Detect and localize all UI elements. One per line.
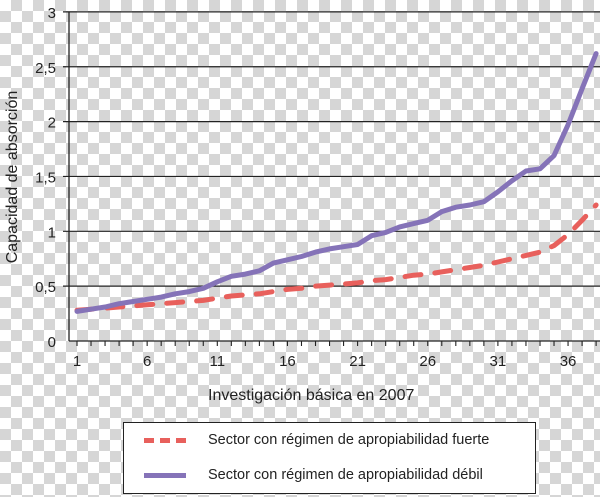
series-lines (74, 51, 599, 314)
x-axis-label: Investigación básica en 2007 (208, 387, 414, 404)
x-tick-label: 36 (560, 353, 577, 370)
y-tick-label: 0 (48, 334, 56, 351)
legend: Sector con régimen de apropiabilidad fue… (123, 422, 536, 494)
weak-regime-line (74, 51, 599, 314)
y-tick-label: 0,5 (35, 279, 56, 296)
y-tick-label: 2,5 (35, 60, 56, 77)
line-chart: 00,511,522,53 1 6 11 16 21 26 31 36 Capacidad d… (4, 5, 600, 404)
y-tick-label: 2 (48, 115, 56, 132)
y-tick-label: 3 (48, 5, 56, 22)
legend-label: Sector con régimen de apropiabilidad déb… (208, 467, 483, 483)
y-axis-label: Capacidad de absorción (4, 91, 21, 264)
x-tick-label: 11 (210, 353, 226, 370)
y-axis-ticks: 0 0,5 1 1,5 2 2,5 3 (35, 5, 56, 351)
legend-item-strong: Sector con régimen de apropiabilidad fue… (124, 432, 489, 448)
x-tick-label: 16 (279, 353, 296, 370)
strong-regime-line (74, 202, 599, 313)
dashed-line-swatch-icon (144, 437, 186, 443)
legend-label: Sector con régimen de apropiabilidad fue… (208, 432, 490, 448)
y-tick-label: 1 (48, 224, 56, 241)
legend-item-weak: Sector con régimen de apropiabilidad déb… (124, 467, 483, 483)
y-tick-label: 1,5 (35, 169, 56, 186)
x-tick-label: 26 (419, 353, 436, 370)
x-tick-label: 31 (490, 353, 507, 370)
gridlines (63, 11, 600, 287)
x-tick-label: 6 (143, 353, 151, 370)
x-axis-ticks: 1 6 11 16 21 26 31 36 (73, 341, 597, 370)
x-tick-label: 21 (349, 353, 366, 370)
solid-line-swatch-icon (144, 472, 186, 478)
x-tick-label: 1 (73, 353, 81, 370)
